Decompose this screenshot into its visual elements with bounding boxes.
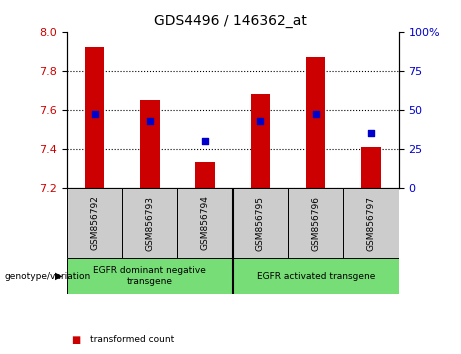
Point (367, 130, 375, 136)
Bar (233, 188, 288, 258)
Text: GSM856794: GSM856794 (201, 195, 210, 251)
Point (91, 112, 98, 117)
Text: GSM856796: GSM856796 (311, 195, 320, 251)
Bar (85, 47, 104, 188)
Point (257, 118, 264, 124)
Text: EGFR dominant negative
transgene: EGFR dominant negative transgene (94, 267, 206, 286)
Point (201, 138, 209, 144)
Text: ▶: ▶ (55, 271, 62, 281)
Point (146, 118, 154, 124)
Bar (251, 94, 270, 188)
Text: EGFR activated transgene: EGFR activated transgene (257, 272, 375, 281)
Bar (361, 147, 381, 188)
Bar (288, 188, 343, 258)
Text: transformed count: transformed count (90, 335, 174, 344)
Bar (140, 100, 160, 188)
Bar (67, 258, 233, 294)
Bar (233, 258, 399, 294)
Text: ■: ■ (71, 335, 81, 345)
Bar (67, 188, 122, 258)
Bar (177, 188, 233, 258)
Bar (195, 162, 215, 188)
Text: GSM856795: GSM856795 (256, 195, 265, 251)
Text: GSM856793: GSM856793 (145, 195, 154, 251)
Bar (343, 188, 399, 258)
Text: GDS4496 / 146362_at: GDS4496 / 146362_at (154, 14, 307, 28)
Point (312, 112, 319, 117)
Bar (306, 57, 325, 188)
Bar (122, 188, 177, 258)
Text: genotype/variation: genotype/variation (5, 272, 91, 281)
Text: GSM856792: GSM856792 (90, 195, 99, 251)
Text: GSM856797: GSM856797 (366, 195, 376, 251)
